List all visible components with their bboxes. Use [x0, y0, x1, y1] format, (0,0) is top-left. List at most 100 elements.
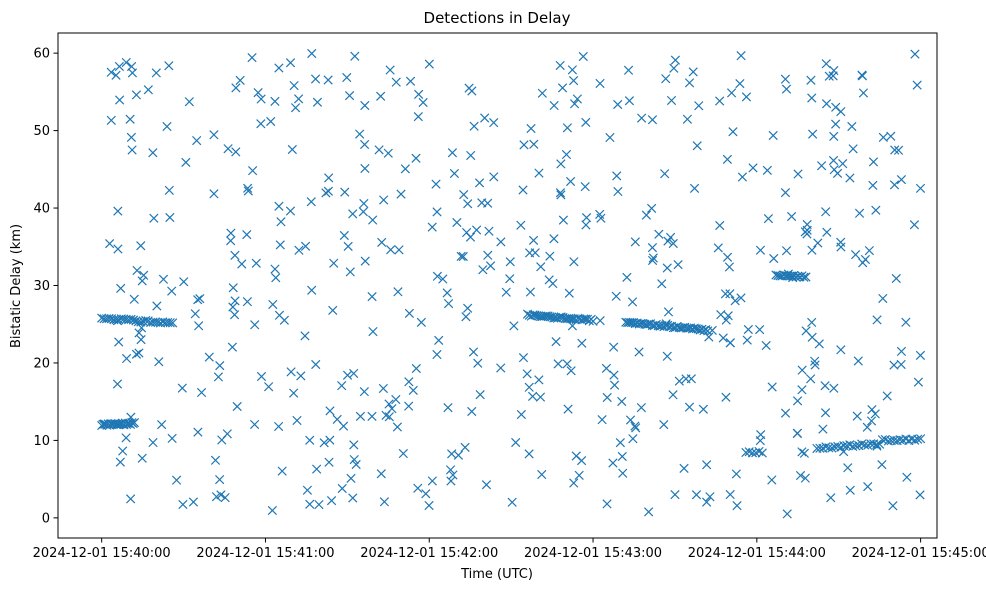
detection-marker — [780, 187, 791, 198]
detection-marker — [578, 51, 588, 62]
detection-marker — [416, 317, 426, 327]
x-tick-label: 2024-12-01 15:40:00 — [33, 546, 171, 561]
detection-marker — [741, 92, 752, 102]
detection-marker — [595, 78, 605, 89]
detection-marker — [475, 389, 485, 400]
detection-marker — [136, 241, 146, 251]
detection-marker — [256, 119, 266, 129]
detection-marker — [129, 418, 140, 428]
detection-marker — [230, 250, 240, 260]
detection-marker — [247, 166, 258, 176]
detection-marker — [143, 85, 153, 95]
detection-marker — [139, 270, 149, 280]
y-tick-label: 30 — [33, 279, 50, 294]
detection-marker — [192, 135, 202, 146]
detection-marker — [703, 326, 713, 336]
detection-marker — [797, 365, 807, 375]
detection-marker — [116, 283, 126, 293]
detection-marker — [799, 448, 810, 458]
detection-marker — [337, 483, 347, 494]
detection-marker — [209, 189, 219, 199]
detection-marker — [121, 57, 131, 68]
detection-marker — [831, 102, 841, 112]
detection-marker — [822, 227, 832, 237]
detection-marker — [821, 207, 831, 217]
detection-marker — [421, 489, 431, 499]
detection-marker — [136, 334, 146, 345]
detection-marker — [780, 74, 791, 84]
detection-marker — [489, 118, 499, 128]
detection-marker — [213, 372, 224, 382]
detection-marker — [350, 51, 360, 61]
detection-marker — [705, 492, 715, 502]
detection-marker — [723, 311, 733, 321]
detection-marker — [545, 251, 555, 261]
detection-marker — [478, 265, 488, 275]
detection-marker — [432, 271, 443, 281]
detection-marker — [882, 391, 892, 401]
detection-marker — [797, 447, 807, 457]
detection-marker — [617, 451, 627, 462]
detection-marker — [730, 296, 740, 306]
detection-marker — [321, 188, 331, 198]
detection-marker — [302, 485, 313, 495]
detection-marker — [377, 237, 387, 248]
detection-marker — [274, 421, 284, 432]
detection-marker — [177, 383, 187, 393]
chart-title: Detections in Delay — [424, 9, 571, 27]
detection-marker — [541, 311, 551, 321]
detection-marker — [806, 374, 816, 384]
detection-marker — [484, 226, 494, 236]
detection-marker — [456, 251, 466, 261]
detection-marker — [458, 251, 468, 262]
detection-marker — [325, 435, 335, 445]
detection-marker — [247, 53, 257, 63]
detection-marker — [164, 185, 174, 195]
detection-marker — [509, 321, 519, 331]
detection-marker — [463, 303, 473, 313]
detection-marker — [810, 360, 820, 370]
detection-marker — [847, 121, 857, 132]
detection-marker — [367, 411, 377, 422]
detection-marker — [669, 63, 679, 73]
detection-marker — [713, 243, 723, 253]
detection-marker — [179, 277, 189, 287]
detection-marker — [358, 207, 368, 217]
detection-marker — [324, 173, 334, 183]
detection-marker — [663, 307, 674, 317]
detection-marker — [225, 236, 236, 246]
detection-marker — [324, 457, 334, 467]
detection-marker — [396, 189, 406, 199]
detection-marker — [287, 144, 297, 155]
detection-marker — [596, 213, 606, 223]
detection-marker — [562, 359, 572, 369]
detection-marker — [622, 272, 632, 283]
detection-marker — [314, 499, 324, 510]
detection-marker — [348, 493, 358, 503]
detection-marker — [168, 318, 178, 328]
y-tick-label: 20 — [33, 356, 50, 371]
detection-marker — [702, 460, 712, 470]
detection-marker — [548, 278, 558, 289]
detection-marker — [736, 51, 746, 61]
detection-marker — [688, 67, 698, 77]
detection-marker — [467, 406, 477, 417]
detection-marker — [686, 374, 696, 384]
detection-marker — [485, 261, 496, 271]
x-tick-label: 2024-12-01 15:42:00 — [360, 546, 498, 561]
detection-marker — [581, 220, 591, 230]
detection-marker — [563, 404, 573, 414]
detection-marker — [452, 217, 462, 228]
detection-marker — [657, 279, 667, 289]
detection-marker — [424, 500, 434, 511]
detection-marker — [344, 90, 355, 101]
detection-marker — [126, 494, 136, 504]
detection-marker — [743, 324, 753, 335]
detection-marker — [845, 173, 855, 183]
detection-marker — [294, 245, 304, 255]
detection-marker — [782, 509, 792, 519]
detection-marker — [660, 169, 670, 179]
detection-marker — [292, 415, 302, 426]
detection-marker — [630, 421, 640, 431]
detection-marker — [761, 340, 771, 351]
